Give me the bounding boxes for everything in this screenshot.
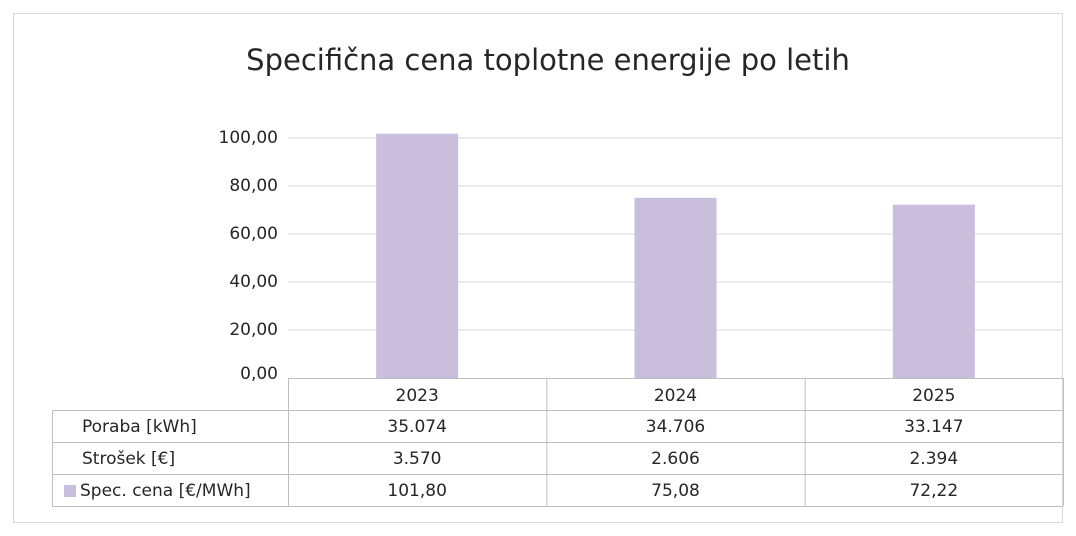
x-tick-label: 2024	[654, 386, 697, 406]
legend-key	[64, 485, 76, 497]
table-cell: 3.570	[393, 449, 442, 469]
chart-border	[13, 13, 1063, 523]
row-label: Strošek [€]	[82, 449, 175, 469]
y-tick-label: 40,00	[229, 272, 278, 292]
bar	[634, 197, 717, 378]
table-cell: 35.074	[387, 417, 446, 437]
legend-label: Spec. cena [€/MWh]	[80, 481, 251, 501]
y-tick-label: 100,00	[219, 128, 278, 148]
table-cell: 101,80	[387, 481, 446, 501]
table-cell: 33.147	[904, 417, 963, 437]
table-cell: 75,08	[651, 481, 700, 501]
row-label: Poraba [kWh]	[82, 417, 197, 437]
x-tick-label: 2025	[912, 386, 955, 406]
x-tick-label: 2023	[396, 386, 439, 406]
table-cell: 72,22	[909, 481, 958, 501]
y-tick-label: 80,00	[229, 176, 278, 196]
table-cell: 34.706	[646, 417, 705, 437]
y-tick-label: 0,00	[240, 364, 278, 384]
y-tick-label: 20,00	[229, 320, 278, 340]
table-cell: 2.394	[909, 449, 958, 469]
chart-title: Specifična cena toplotne energije po let…	[246, 43, 850, 77]
table-cell: 2.606	[651, 449, 700, 469]
bar	[892, 204, 975, 378]
y-tick-label: 60,00	[229, 224, 278, 244]
bar	[376, 133, 459, 378]
